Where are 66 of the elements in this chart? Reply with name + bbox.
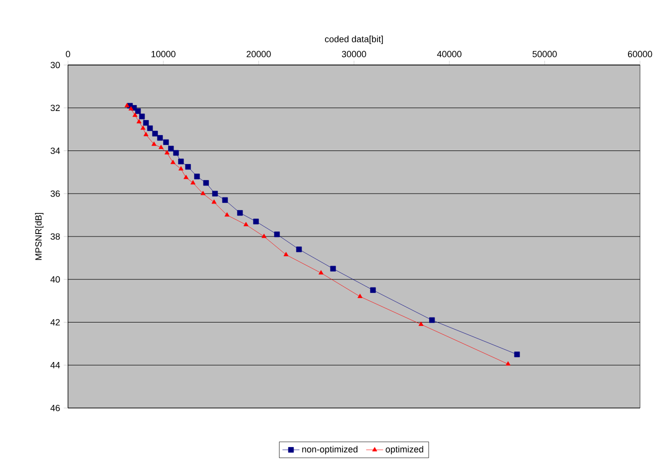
point [296, 246, 302, 252]
x-tick-label: 60000 [628, 50, 652, 58]
point [262, 234, 266, 238]
y-tick-label: 32 [50, 104, 60, 112]
point [139, 114, 145, 120]
point [244, 222, 248, 226]
point [274, 232, 280, 238]
point [253, 218, 259, 224]
point [144, 132, 148, 136]
point [178, 158, 184, 164]
point [152, 130, 158, 136]
y-tick-label: 42 [50, 319, 60, 326]
x-tick-label: 30000 [342, 50, 366, 58]
y-tick-label: 40 [50, 276, 60, 283]
point [284, 252, 288, 256]
point [237, 210, 243, 216]
y-tick-label: 36 [50, 190, 60, 197]
point [184, 174, 188, 180]
point [429, 317, 435, 323]
legend-label: optimized [386, 446, 424, 454]
point [135, 108, 141, 114]
point [318, 270, 324, 274]
point [224, 212, 230, 217]
point [132, 112, 138, 117]
x-tick-label: 50000 [532, 50, 557, 58]
point [157, 135, 163, 141]
point [163, 139, 169, 145]
legend-label: non-optimized [302, 446, 358, 454]
point [190, 180, 196, 184]
point [136, 119, 142, 124]
point [222, 197, 228, 203]
point [147, 125, 153, 132]
point [170, 160, 176, 164]
x-axis-title: coded data[bit] [324, 36, 383, 44]
point [203, 180, 209, 186]
point [358, 294, 362, 298]
x-tick-label: 40000 [437, 50, 462, 58]
point [418, 322, 424, 326]
point [212, 199, 216, 204]
x-tick-label: 0 [66, 50, 70, 58]
y-tick-label: 38 [50, 233, 60, 240]
y-tick-label: 46 [50, 404, 60, 412]
point [158, 144, 164, 150]
point [178, 166, 184, 170]
point [140, 125, 146, 130]
point [506, 361, 510, 366]
y-axis-title: MPSNR[dB] [35, 212, 44, 260]
point [194, 174, 200, 180]
point [185, 164, 191, 170]
point [128, 106, 134, 110]
y-tick-label: 30 [50, 62, 60, 68]
point [152, 142, 156, 146]
point [200, 190, 206, 196]
point [370, 287, 376, 293]
point [330, 266, 336, 272]
point [168, 146, 174, 152]
x-tick-label: 10000 [152, 50, 176, 58]
point [173, 150, 179, 156]
point [514, 352, 520, 358]
point [164, 150, 170, 154]
point [124, 102, 130, 108]
point [212, 190, 218, 196]
y-tick-label: 44 [50, 362, 60, 368]
x-tick-label: 20000 [246, 50, 271, 58]
y-tick-label: 34 [50, 148, 60, 154]
point [143, 120, 149, 126]
